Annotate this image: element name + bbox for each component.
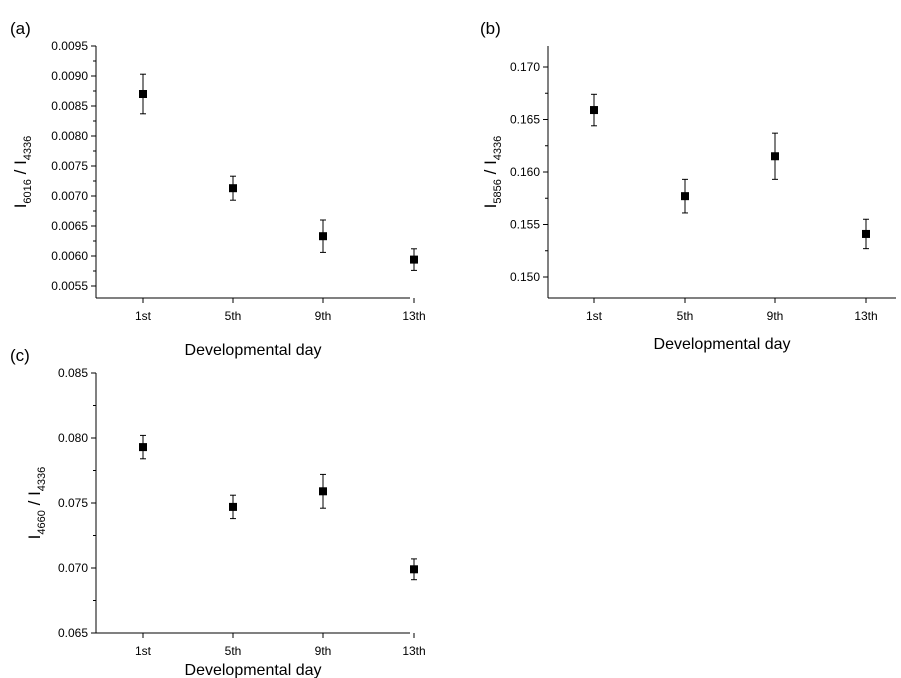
x-axis-title: Developmental day	[654, 336, 791, 353]
y-title-separator: /	[481, 165, 500, 179]
y-tick-label: 0.0085	[51, 99, 88, 113]
x-tick-label: 5th	[677, 309, 694, 323]
y-title-subscript: 4336	[22, 136, 34, 160]
y-title-symbol: I	[11, 160, 30, 165]
y-tick-label: 0.165	[510, 113, 540, 127]
data-point	[681, 192, 689, 201]
data-point	[139, 443, 147, 452]
data-point	[590, 106, 598, 115]
y-tick-label: 0.065	[58, 626, 88, 640]
x-tick-label: 1st	[586, 309, 603, 323]
x-tick-label: 13th	[402, 309, 425, 323]
data-point	[410, 565, 418, 574]
y-axis-title: I4660 / I4336	[25, 467, 48, 540]
panel-label: (a)	[10, 19, 31, 38]
y-tick-label: 0.160	[510, 165, 540, 179]
data-point	[319, 232, 327, 241]
y-axis-title: I6016 / I4336	[11, 136, 34, 209]
y-title-symbol: I	[11, 204, 30, 209]
panel-c: (c) 0.065 0.070 0.075 0.080 0.085 1st 5th 9th 13t…	[10, 346, 426, 678]
y-tick-label: 0.0065	[51, 219, 88, 233]
y-tick-label: 0.0080	[51, 129, 88, 143]
y-title-symbol: I	[481, 160, 500, 165]
y-tick-label: 0.0095	[51, 39, 88, 53]
x-tick-label: 5th	[225, 309, 242, 323]
y-title-subscript: 6016	[22, 179, 34, 203]
y-axis-title: I5856 / I4336	[481, 136, 504, 209]
x-axis-title: Developmental day	[185, 342, 322, 359]
y-tick-label: 0.155	[510, 218, 540, 232]
x-tick-label: 9th	[767, 309, 784, 323]
y-tick-label: 0.170	[510, 60, 540, 74]
x-tick-label: 9th	[315, 644, 332, 658]
y-title-symbol: I	[25, 535, 44, 540]
y-tick-label: 0.0075	[51, 159, 88, 173]
y-tick-label: 0.0060	[51, 249, 88, 263]
data-point	[319, 487, 327, 496]
x-tick-label: 1st	[135, 309, 152, 323]
x-tick-label: 5th	[225, 644, 242, 658]
x-axis-title: Developmental day	[185, 662, 322, 678]
data-point	[139, 90, 147, 98]
y-title-subscript: 4336	[492, 136, 504, 160]
y-tick-label: 0.075	[58, 496, 88, 510]
data-point	[229, 184, 237, 193]
y-tick-label: 0.085	[58, 366, 88, 380]
x-tick-label: 1st	[135, 644, 152, 658]
panel-label: (b)	[480, 19, 501, 38]
y-title-symbol: I	[25, 491, 44, 496]
y-tick-label: 0.070	[58, 561, 88, 575]
x-tick-label: 13th	[854, 309, 877, 323]
panel-label: (c)	[10, 346, 30, 365]
panel-b: (b) 0.150 0.155 0.160 0.165 0.170 1st 5th 9th 13t…	[480, 19, 896, 353]
y-title-separator: /	[11, 165, 30, 179]
panel-a: (a) 0.0055 0.0060 0.0065 0.0070 0.0075 0.0080 0…	[10, 19, 426, 359]
x-tick-label: 9th	[315, 309, 332, 323]
y-title-subscript: 4660	[36, 510, 48, 534]
y-tick-label: 0.150	[510, 270, 540, 284]
y-tick-label: 0.080	[58, 431, 88, 445]
y-title-subscript: 4336	[36, 467, 48, 491]
data-point	[229, 502, 237, 511]
y-title-separator: /	[25, 496, 44, 510]
y-title-subscript: 5856	[492, 179, 504, 203]
data-point	[410, 255, 418, 264]
y-tick-label: 0.0090	[51, 69, 88, 83]
y-title-symbol: I	[481, 204, 500, 209]
y-tick-label: 0.0055	[51, 279, 88, 293]
x-tick-label: 13th	[402, 644, 425, 658]
data-point	[862, 229, 870, 238]
data-point	[771, 152, 779, 161]
y-tick-label: 0.0070	[51, 189, 88, 203]
